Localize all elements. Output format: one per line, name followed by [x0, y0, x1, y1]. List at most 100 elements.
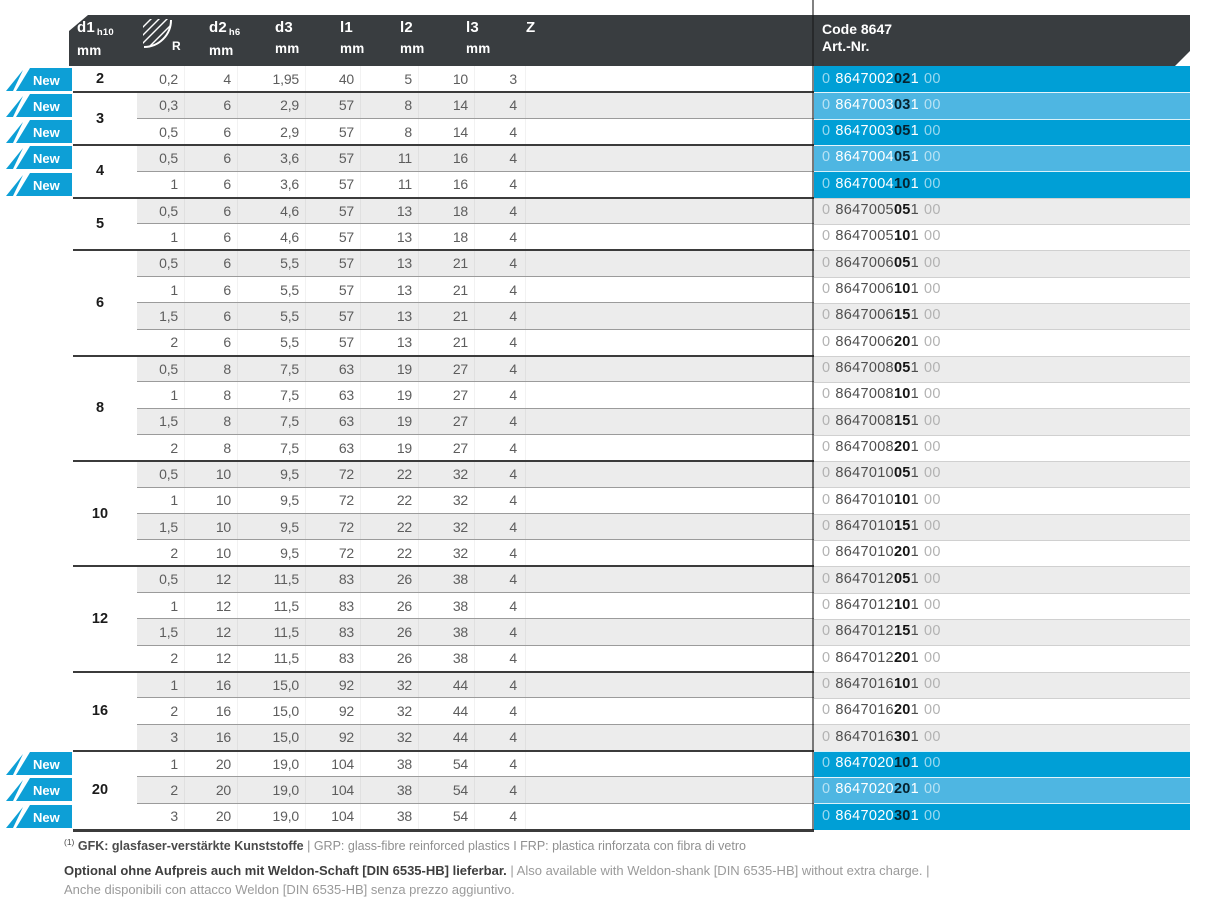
row-separator [137, 723, 814, 725]
cell-d3: 19,0 [238, 776, 306, 804]
d1-group-label: 3 [95, 110, 105, 127]
group-separator [73, 749, 814, 752]
art-prefix: 0 [822, 123, 831, 140]
footnote-weldon-en: | Also available with Weldon-shank [DIN … [506, 863, 930, 878]
footnote-marker: (1) [64, 837, 75, 847]
cell-l3: 32 [419, 513, 475, 540]
empty-cell [526, 540, 814, 566]
cell-r: 2 [137, 434, 185, 461]
cell-l1: 83 [306, 645, 361, 672]
art-suffix: 00 [924, 623, 941, 640]
cell-l2: 13 [361, 276, 419, 303]
cell-r: 1 [137, 671, 185, 698]
numeric-cells: 0,5 12 11,5 83 26 38 4 [137, 566, 814, 593]
cell-d2: 12 [185, 645, 238, 672]
numeric-cells: 1,5 10 9,5 72 22 32 4 [137, 513, 814, 540]
table-row: 1 6 4,6 57 13 18 4 0 8647005101 00 [73, 223, 1190, 251]
code-separator [814, 434, 1190, 436]
art-suffix: 00 [924, 491, 941, 508]
art-prefix: 0 [822, 360, 831, 377]
art-bold: 10 [893, 491, 911, 508]
cell-z: 4 [475, 566, 526, 593]
row-separator [137, 170, 814, 172]
cell-l3: 18 [419, 223, 475, 251]
cell-d3: 1,95 [238, 66, 306, 93]
code-separator [814, 223, 1190, 225]
art-bold: 05 [893, 149, 911, 166]
art-mid: 1 [910, 755, 920, 772]
cell-d2: 8 [185, 381, 238, 409]
cell-z: 4 [475, 645, 526, 672]
article-number: 0 8647006101 00 [814, 276, 1190, 303]
art-bold: 10 [893, 386, 911, 403]
article-number: 0 8647010101 00 [814, 487, 1190, 514]
art-main: 8647008 [835, 412, 894, 429]
cell-d2: 4 [185, 66, 238, 93]
cell-d3: 4,6 [238, 223, 306, 251]
cell-z: 3 [475, 66, 526, 93]
cell-z: 4 [475, 776, 526, 804]
cell-l3: 21 [419, 329, 475, 356]
cell-l2: 19 [361, 434, 419, 461]
art-bold: 30 [893, 807, 911, 824]
d1-group-12: 12 0,5 12 11,5 83 26 38 4 0 8647012051 00 1 12 11,5 83… [73, 565, 1190, 672]
numeric-cells: 2 16 15,0 92 32 44 4 [137, 697, 814, 725]
cell-z: 4 [475, 223, 526, 251]
cell-d3: 3,6 [238, 171, 306, 198]
article-number: 0 8647004051 00 [814, 144, 1190, 172]
art-main: 8647010 [835, 465, 894, 482]
cell-d2: 6 [185, 250, 238, 277]
cell-d3: 2,9 [238, 118, 306, 145]
art-mid: 1 [910, 281, 920, 298]
cell-z: 4 [475, 171, 526, 198]
table-row: 3 16 15,0 92 32 44 4 0 8647016301 00 [73, 723, 1190, 751]
table-row: 1,5 8 7,5 63 19 27 4 0 8647008151 00 [73, 407, 1190, 435]
table-row: 0,5 6 2,9 57 8 14 4 0 8647003051 00 New [6, 118, 1190, 145]
art-main: 8647016 [835, 728, 894, 745]
code-title: Code 8647 [822, 21, 893, 37]
code-separator [814, 645, 1190, 647]
article-number: 0 8647016301 00 [814, 724, 1190, 751]
art-prefix: 0 [822, 491, 831, 508]
table-row: 1 10 9,5 72 22 32 4 0 8647010101 00 [73, 486, 1190, 514]
column-header-l2: l2 mm [400, 19, 425, 57]
art-prefix: 0 [822, 333, 831, 350]
numeric-cells: 1 20 19,0 104 38 54 4 [137, 750, 814, 777]
cell-r: 2 [137, 776, 185, 804]
table-row: 0,3 6 2,9 57 8 14 4 0 8647003031 00 New [6, 92, 1190, 119]
art-prefix: 0 [822, 728, 831, 745]
cell-l1: 57 [306, 250, 361, 277]
numeric-cells: 0,5 10 9,5 72 22 32 4 [137, 460, 814, 488]
cell-d2: 12 [185, 618, 238, 646]
table-row: 1 16 15,0 92 32 44 4 0 8647016101 00 [73, 671, 1190, 698]
empty-cell [526, 724, 814, 750]
art-main: 8647003 [835, 123, 894, 140]
code-separator [814, 750, 1190, 752]
new-badge: New [6, 172, 72, 196]
cell-r: 2 [137, 329, 185, 356]
svg-text:New: New [33, 125, 61, 140]
empty-cell [526, 408, 814, 434]
empty-cell [526, 619, 814, 645]
article-number: 0 8647002021 00 [814, 66, 1190, 93]
cell-l2: 22 [361, 513, 419, 540]
art-bold: 20 [893, 544, 911, 561]
new-badge: New [6, 67, 72, 91]
empty-cell [526, 803, 814, 829]
cell-l2: 38 [361, 776, 419, 804]
art-bold: 05 [893, 123, 911, 140]
art-mid: 1 [910, 439, 920, 456]
empty-cell [526, 329, 814, 355]
code-separator [814, 250, 1190, 252]
art-prefix: 0 [822, 70, 831, 87]
art-mid: 1 [910, 386, 920, 403]
code-separator [814, 697, 1190, 699]
cell-d3: 9,5 [238, 487, 306, 514]
art-mid: 1 [910, 597, 920, 614]
new-badge: New [6, 146, 72, 170]
cell-r: 0,5 [137, 118, 185, 145]
art-bold: 20 [893, 439, 911, 456]
article-number: 0 8647020101 00 [814, 750, 1190, 777]
cell-d3: 7,5 [238, 408, 306, 435]
cell-r: 0,5 [137, 144, 185, 172]
